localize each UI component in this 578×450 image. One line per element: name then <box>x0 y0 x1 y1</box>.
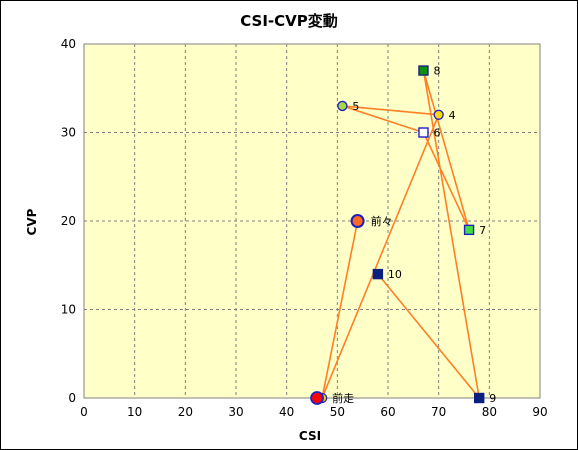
point-label: 前々 <box>371 214 393 228</box>
point-marker <box>337 100 348 112</box>
tick-labels: 0 10 20 30 40 50 60 70 80 90 0 10 20 30 40 <box>61 37 548 419</box>
point-marker <box>474 392 485 404</box>
y-axis-label: CVP <box>25 208 39 235</box>
y-tick-label: 20 <box>61 214 76 228</box>
point-marker <box>350 214 365 228</box>
x-tick-label: 90 <box>532 405 547 419</box>
x-tick-label: 40 <box>279 405 294 419</box>
point-label: 6 <box>433 127 440 140</box>
chart-title: CSI-CVP変動 <box>240 12 338 30</box>
point-label: 9 <box>489 392 496 405</box>
point-marker <box>433 109 444 120</box>
data-points <box>310 65 485 405</box>
point-label: 4 <box>449 109 456 122</box>
point-marker <box>463 224 475 236</box>
x-tick-label: 60 <box>380 405 395 419</box>
point-marker <box>418 65 429 76</box>
y-tick-label: 0 <box>68 391 76 405</box>
y-tick-label: 40 <box>61 37 76 51</box>
x-axis-label: CSI <box>299 429 321 443</box>
grid <box>84 44 540 398</box>
point-label: 5 <box>352 100 359 113</box>
x-tick-label: 30 <box>228 405 243 419</box>
x-tick-label: 20 <box>178 405 193 419</box>
point-marker <box>372 268 384 280</box>
y-tick-label: 30 <box>61 126 76 140</box>
x-tick-label: 0 <box>80 405 88 419</box>
current-marker <box>310 391 324 405</box>
x-tick-label: 50 <box>330 405 345 419</box>
point-label: 7 <box>479 224 486 237</box>
x-tick-label: 10 <box>127 405 142 419</box>
x-tick-label: 80 <box>482 405 497 419</box>
y-tick-label: 10 <box>61 303 76 317</box>
x-tick-label: 70 <box>431 405 446 419</box>
point-label: 10 <box>388 268 402 281</box>
point-marker <box>418 127 429 138</box>
point-label: 8 <box>433 65 440 78</box>
point-label: 前走 <box>332 391 354 405</box>
